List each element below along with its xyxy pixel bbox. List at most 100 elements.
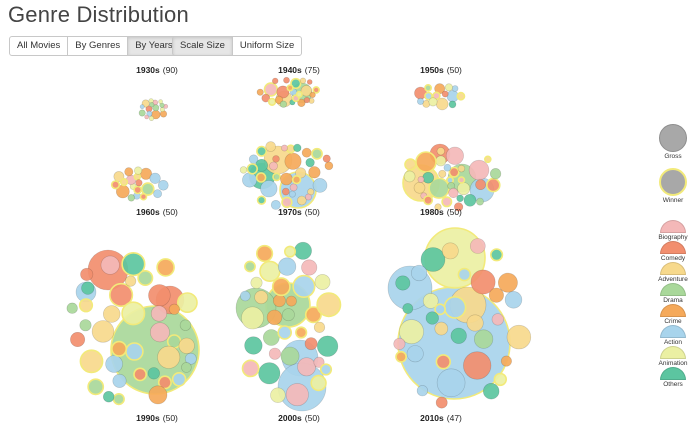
movie-bubble[interactable]	[444, 83, 453, 92]
movie-bubble[interactable]	[66, 302, 78, 314]
movie-bubble[interactable]	[288, 190, 296, 198]
movie-bubble[interactable]	[301, 147, 312, 158]
movie-bubble[interactable]	[322, 154, 331, 163]
movie-bubble[interactable]	[127, 194, 136, 202]
movie-bubble[interactable]	[313, 356, 325, 368]
movie-bubble[interactable]	[305, 158, 315, 168]
movie-bubble[interactable]	[265, 141, 277, 152]
movie-bubble[interactable]	[274, 95, 284, 104]
movie-bubble[interactable]	[105, 355, 123, 373]
movie-bubble[interactable]	[157, 345, 181, 369]
movie-bubble[interactable]	[271, 277, 291, 297]
movie-bubble[interactable]	[112, 373, 127, 388]
movie-bubble[interactable]	[304, 306, 322, 324]
movie-bubble[interactable]	[125, 275, 137, 287]
movie-bubble[interactable]	[133, 367, 147, 382]
movie-bubble[interactable]	[500, 355, 512, 367]
movie-bubble[interactable]	[280, 346, 300, 366]
movie-bubble[interactable]	[432, 91, 441, 101]
movie-bubble[interactable]	[483, 155, 492, 164]
movie-bubble[interactable]	[457, 164, 466, 173]
movie-bubble[interactable]	[278, 257, 297, 276]
movie-bubble[interactable]	[448, 166, 460, 178]
movie-bubble[interactable]	[506, 324, 532, 350]
movie-bubble[interactable]	[283, 245, 296, 258]
movie-bubble[interactable]	[293, 143, 302, 152]
movie-bubble[interactable]	[290, 77, 302, 90]
movie-bubble[interactable]	[415, 151, 437, 173]
movie-bubble[interactable]	[304, 193, 312, 201]
movie-bubble[interactable]	[156, 258, 175, 277]
movie-bubble[interactable]	[181, 362, 192, 373]
movie-bubble[interactable]	[422, 293, 439, 309]
movie-bubble[interactable]	[417, 176, 425, 183]
movie-bubble[interactable]	[463, 351, 492, 380]
movie-bubble[interactable]	[91, 320, 115, 343]
movie-bubble[interactable]	[308, 166, 321, 179]
movie-bubble[interactable]	[184, 352, 197, 365]
movie-bubble[interactable]	[456, 194, 464, 203]
movie-bubble[interactable]	[139, 192, 148, 201]
movie-bubble[interactable]	[296, 195, 307, 206]
movie-bubble[interactable]	[269, 161, 278, 171]
movie-bubble[interactable]	[476, 197, 484, 206]
movie-bubble[interactable]	[285, 383, 309, 407]
movie-bubble[interactable]	[244, 336, 263, 355]
movie-bubble[interactable]	[254, 290, 269, 305]
movie-bubble[interactable]	[144, 114, 149, 120]
movie-bubble[interactable]	[124, 167, 134, 177]
legend-item-animation[interactable]: Animation	[650, 346, 696, 367]
movie-bubble[interactable]	[497, 272, 518, 293]
movie-bubble[interactable]	[281, 196, 293, 209]
movie-bubble[interactable]	[256, 88, 264, 96]
movie-bubble[interactable]	[310, 374, 327, 392]
movie-bubble[interactable]	[448, 187, 459, 198]
movie-bubble[interactable]	[87, 378, 105, 396]
movie-bubble[interactable]	[158, 180, 169, 191]
legend-item-drama[interactable]: Drama	[650, 283, 696, 304]
movie-bubble[interactable]	[268, 347, 281, 360]
movie-bubble[interactable]	[152, 104, 160, 112]
movie-bubble[interactable]	[434, 203, 442, 211]
movie-bubble[interactable]	[259, 260, 281, 282]
movie-bubble[interactable]	[300, 85, 313, 97]
movie-bubble[interactable]	[179, 319, 192, 331]
uniform-size-button[interactable]: Uniform Size	[231, 36, 303, 56]
movie-bubble[interactable]	[147, 367, 160, 380]
movie-bubble[interactable]	[255, 172, 267, 183]
movie-bubble[interactable]	[284, 152, 302, 170]
movie-bubble[interactable]	[292, 274, 316, 299]
movie-bubble[interactable]	[244, 260, 256, 273]
movie-bubble[interactable]	[121, 252, 146, 277]
movie-bubble[interactable]	[141, 99, 150, 108]
movie-bubble[interactable]	[451, 85, 459, 92]
movie-bubble[interactable]	[168, 303, 180, 315]
movie-bubble[interactable]	[436, 97, 449, 111]
scale-size-button[interactable]: Scale Size	[172, 36, 233, 56]
movie-bubble[interactable]	[299, 77, 307, 84]
movie-bubble[interactable]	[119, 178, 129, 187]
movie-bubble[interactable]	[295, 326, 308, 339]
movie-bubble[interactable]	[314, 274, 331, 290]
movie-bubble[interactable]	[295, 90, 303, 98]
movie-bubble[interactable]	[140, 167, 153, 180]
movie-bubble[interactable]	[490, 168, 502, 180]
movie-bubble[interactable]	[304, 337, 318, 351]
movie-bubble[interactable]	[294, 241, 312, 260]
movie-bubble[interactable]	[468, 159, 490, 181]
movie-bubble[interactable]	[423, 195, 434, 206]
movie-bubble[interactable]	[466, 314, 484, 332]
movie-bubble[interactable]	[272, 294, 286, 308]
movie-bubble[interactable]	[474, 329, 494, 349]
movie-bubble[interactable]	[404, 158, 417, 171]
movie-bubble[interactable]	[491, 313, 504, 326]
movie-bubble[interactable]	[159, 107, 165, 113]
movie-bubble[interactable]	[435, 155, 447, 167]
movie-bubble[interactable]	[428, 97, 438, 107]
movie-bubble[interactable]	[281, 308, 295, 322]
movie-bubble[interactable]	[112, 393, 125, 406]
legend-item-winner[interactable]: Winner	[650, 168, 696, 204]
movie-bubble[interactable]	[102, 305, 121, 323]
movie-bubble[interactable]	[435, 354, 451, 370]
movie-bubble[interactable]	[441, 196, 453, 208]
